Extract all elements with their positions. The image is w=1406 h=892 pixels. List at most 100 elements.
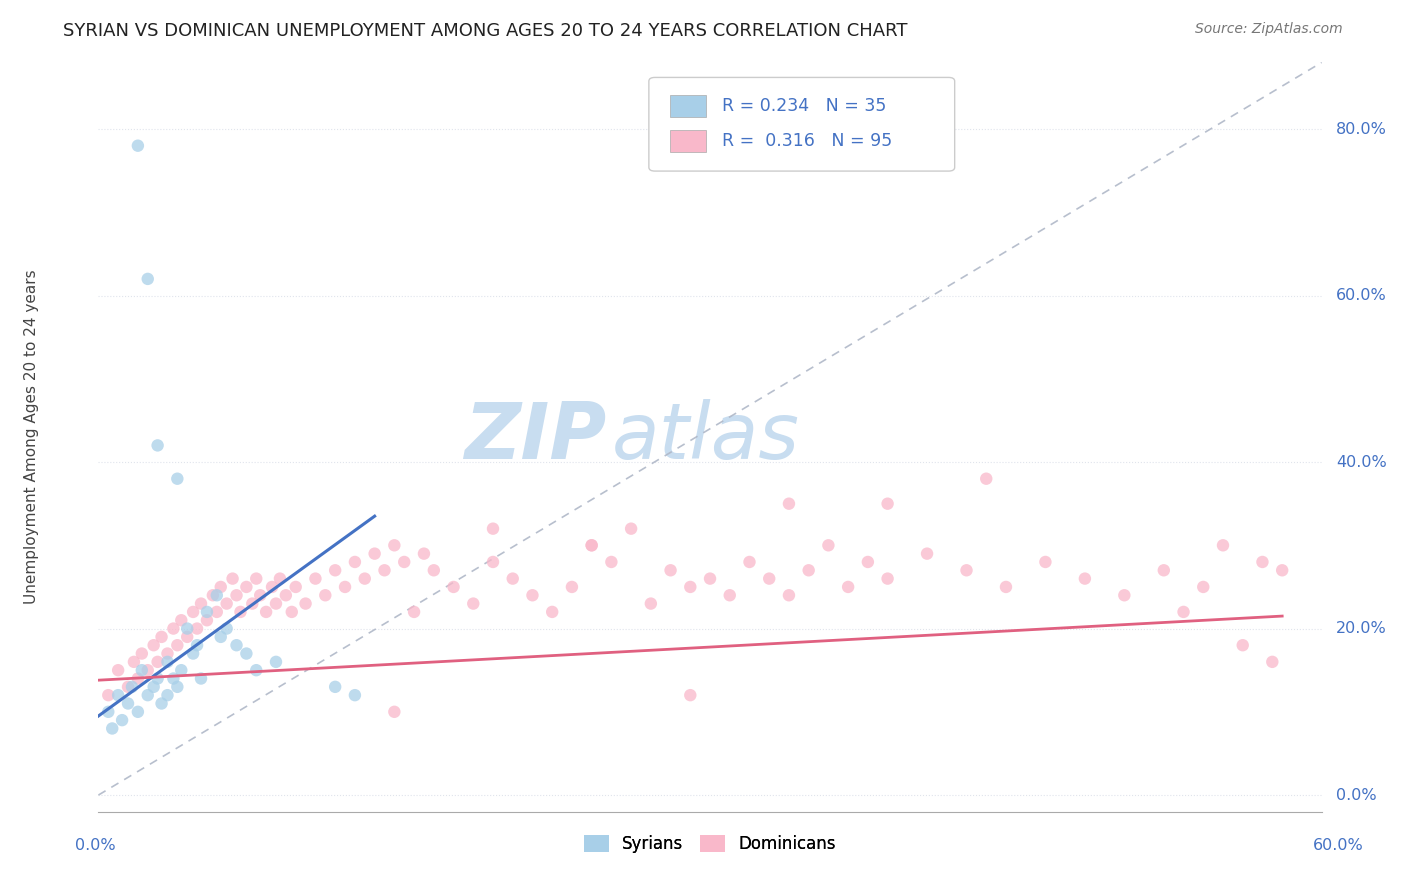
Point: [127, 672, 149, 686]
Point: [101, 722, 124, 736]
Point: [382, 705, 405, 719]
FancyBboxPatch shape: [669, 95, 706, 117]
Point: [718, 588, 741, 602]
Point: [162, 672, 184, 686]
Point: [170, 613, 193, 627]
Point: [333, 580, 356, 594]
Point: [876, 497, 898, 511]
Point: [561, 580, 583, 594]
Point: [235, 580, 257, 594]
Point: [156, 688, 179, 702]
Point: [323, 680, 346, 694]
Text: 80.0%: 80.0%: [1336, 121, 1388, 136]
Point: [463, 597, 485, 611]
Text: atlas: atlas: [612, 399, 800, 475]
Point: [679, 580, 702, 594]
Text: 0.0%: 0.0%: [76, 838, 115, 853]
FancyBboxPatch shape: [669, 130, 706, 153]
Point: [240, 597, 263, 611]
Point: [122, 655, 145, 669]
Point: [209, 630, 232, 644]
Text: SYRIAN VS DOMINICAN UNEMPLOYMENT AMONG AGES 20 TO 24 YEARS CORRELATION CHART: SYRIAN VS DOMINICAN UNEMPLOYMENT AMONG A…: [63, 22, 908, 40]
Point: [136, 272, 159, 286]
Text: 60.0%: 60.0%: [1313, 838, 1364, 853]
Point: [205, 605, 228, 619]
Point: [482, 555, 505, 569]
Text: R = 0.234   N = 35: R = 0.234 N = 35: [723, 97, 887, 115]
Point: [974, 472, 997, 486]
Point: [146, 672, 169, 686]
Point: [817, 538, 839, 552]
Point: [190, 597, 212, 611]
FancyBboxPatch shape: [648, 78, 955, 171]
Point: [955, 563, 977, 577]
Text: Source: ZipAtlas.com: Source: ZipAtlas.com: [1195, 22, 1343, 37]
Point: [304, 572, 326, 586]
Point: [343, 688, 366, 702]
Point: [699, 572, 721, 586]
Point: [1271, 563, 1294, 577]
Point: [245, 572, 267, 586]
Point: [97, 688, 120, 702]
Point: [522, 588, 544, 602]
Point: [1212, 538, 1234, 552]
Point: [221, 572, 243, 586]
Point: [413, 547, 436, 561]
Point: [195, 605, 218, 619]
Point: [404, 605, 426, 619]
Point: [156, 647, 179, 661]
Point: [166, 472, 188, 486]
Point: [1074, 572, 1097, 586]
Point: [281, 605, 304, 619]
Point: [679, 688, 702, 702]
Point: [353, 572, 375, 586]
Point: [121, 680, 143, 694]
Point: [245, 663, 267, 677]
Point: [778, 497, 800, 511]
Point: [166, 680, 188, 694]
Point: [111, 713, 134, 727]
Point: [856, 555, 879, 569]
Text: R =  0.316   N = 95: R = 0.316 N = 95: [723, 132, 893, 150]
Point: [1251, 555, 1274, 569]
Point: [150, 630, 173, 644]
Point: [127, 705, 149, 719]
Point: [146, 655, 169, 669]
Point: [136, 663, 159, 677]
Point: [264, 597, 287, 611]
Point: [758, 572, 780, 586]
Point: [541, 605, 564, 619]
Point: [778, 588, 800, 602]
Point: [235, 647, 257, 661]
Point: [482, 522, 505, 536]
Point: [382, 538, 405, 552]
Point: [994, 580, 1017, 594]
Point: [225, 588, 247, 602]
Point: [229, 605, 252, 619]
Point: [1173, 605, 1195, 619]
Point: [166, 638, 188, 652]
Point: [323, 563, 346, 577]
Text: 60.0%: 60.0%: [1336, 288, 1388, 303]
Point: [186, 638, 208, 652]
Point: [146, 438, 169, 452]
Point: [876, 572, 898, 586]
Point: [284, 580, 307, 594]
Point: [1232, 638, 1254, 652]
Point: [314, 588, 336, 602]
Point: [581, 538, 603, 552]
Point: [131, 663, 153, 677]
Point: [107, 663, 129, 677]
Point: [640, 597, 662, 611]
Point: [260, 580, 283, 594]
Point: [343, 555, 366, 569]
Point: [142, 638, 165, 652]
Point: [215, 622, 238, 636]
Point: [915, 547, 938, 561]
Legend: Syrians, Dominicans: Syrians, Dominicans: [578, 828, 842, 860]
Point: [176, 622, 198, 636]
Point: [162, 622, 184, 636]
Point: [150, 697, 173, 711]
Point: [181, 605, 204, 619]
Point: [294, 597, 316, 611]
